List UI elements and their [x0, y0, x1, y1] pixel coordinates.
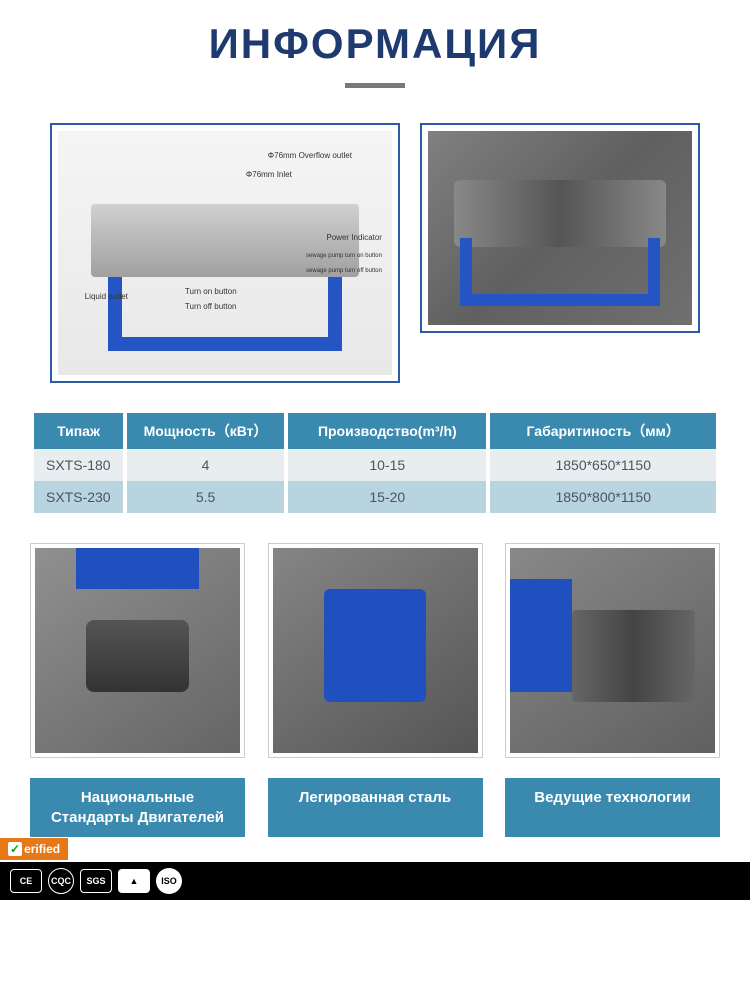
detail-image-3 — [505, 543, 720, 758]
photo-frame — [460, 238, 661, 306]
badge-sgs: SGS — [80, 869, 112, 893]
bottom-image-row — [0, 543, 750, 758]
label-standards: Национальные Стандарты Двигателей — [30, 778, 245, 837]
th-power: Мощность（кВт） — [127, 413, 284, 449]
badge-tuv: ▲ — [118, 869, 150, 893]
spec-table: Типаж Мощность（кВт） Производство(m³/h) Г… — [30, 413, 720, 513]
th-dimensions: Габаритиность（мм） — [490, 413, 716, 449]
label-turn-off: Turn off button — [185, 302, 237, 311]
header: ИНФОРМАЦИЯ — [0, 0, 750, 123]
cell-type: SXTS-230 — [34, 481, 123, 513]
label-tech: Ведущие технологии — [505, 778, 720, 837]
label-liquid: Liquid outlet — [85, 292, 128, 301]
title-underline — [345, 83, 405, 88]
cell-production: 10-15 — [288, 449, 486, 481]
gearbox-photo — [273, 548, 478, 753]
cell-production: 15-20 — [288, 481, 486, 513]
label-pump-off: sewage pump turn off button — [306, 268, 382, 274]
cell-dimensions: 1850*800*1150 — [490, 481, 716, 513]
diagram-image-box: Φ76mm Overflow outlet Φ76mm Inlet Power … — [50, 123, 400, 383]
motor-photo — [35, 548, 240, 753]
diagram-body — [91, 204, 358, 277]
top-image-row: Φ76mm Overflow outlet Φ76mm Inlet Power … — [0, 123, 750, 383]
page-title: ИНФОРМАЦИЯ — [0, 20, 750, 68]
cell-power: 5.5 — [127, 481, 284, 513]
label-power: Power Indicator — [326, 233, 382, 242]
detail-image-1 — [30, 543, 245, 758]
motor-shape — [86, 620, 189, 692]
badge-iso: ISO — [156, 868, 182, 894]
label-steel: Легированная сталь — [268, 778, 483, 837]
th-production: Производство(m³/h) — [288, 413, 486, 449]
machine-photo — [428, 131, 692, 325]
photo-image-box — [420, 123, 700, 333]
table-row: SXTS-180 4 10-15 1850*650*1150 — [34, 449, 716, 481]
screw-photo — [510, 548, 715, 753]
disc-shape — [572, 610, 695, 702]
badge-ce: CE — [10, 869, 42, 893]
machine-diagram: Φ76mm Overflow outlet Φ76mm Inlet Power … — [58, 131, 392, 375]
label-overflow: Φ76mm Overflow outlet — [268, 151, 352, 160]
cell-type: SXTS-180 — [34, 449, 123, 481]
th-type: Типаж — [34, 413, 123, 449]
label-inlet: Φ76mm Inlet — [246, 170, 292, 179]
table-header-row: Типаж Мощность（кВт） Производство(m³/h) Г… — [34, 413, 716, 449]
footer-badges: erified CE CQC SGS ▲ ISO — [0, 862, 750, 900]
badge-cqc: CQC — [48, 868, 74, 894]
cell-power: 4 — [127, 449, 284, 481]
label-pump-on: sewage pump turn on button — [306, 253, 382, 259]
detail-image-2 — [268, 543, 483, 758]
verified-badge: erified — [0, 838, 68, 860]
label-turn-on: Turn on button — [185, 287, 237, 296]
cell-dimensions: 1850*650*1150 — [490, 449, 716, 481]
labels-row: Национальные Стандарты Двигателей Легиро… — [0, 778, 750, 837]
table-row: SXTS-230 5.5 15-20 1850*800*1150 — [34, 481, 716, 513]
